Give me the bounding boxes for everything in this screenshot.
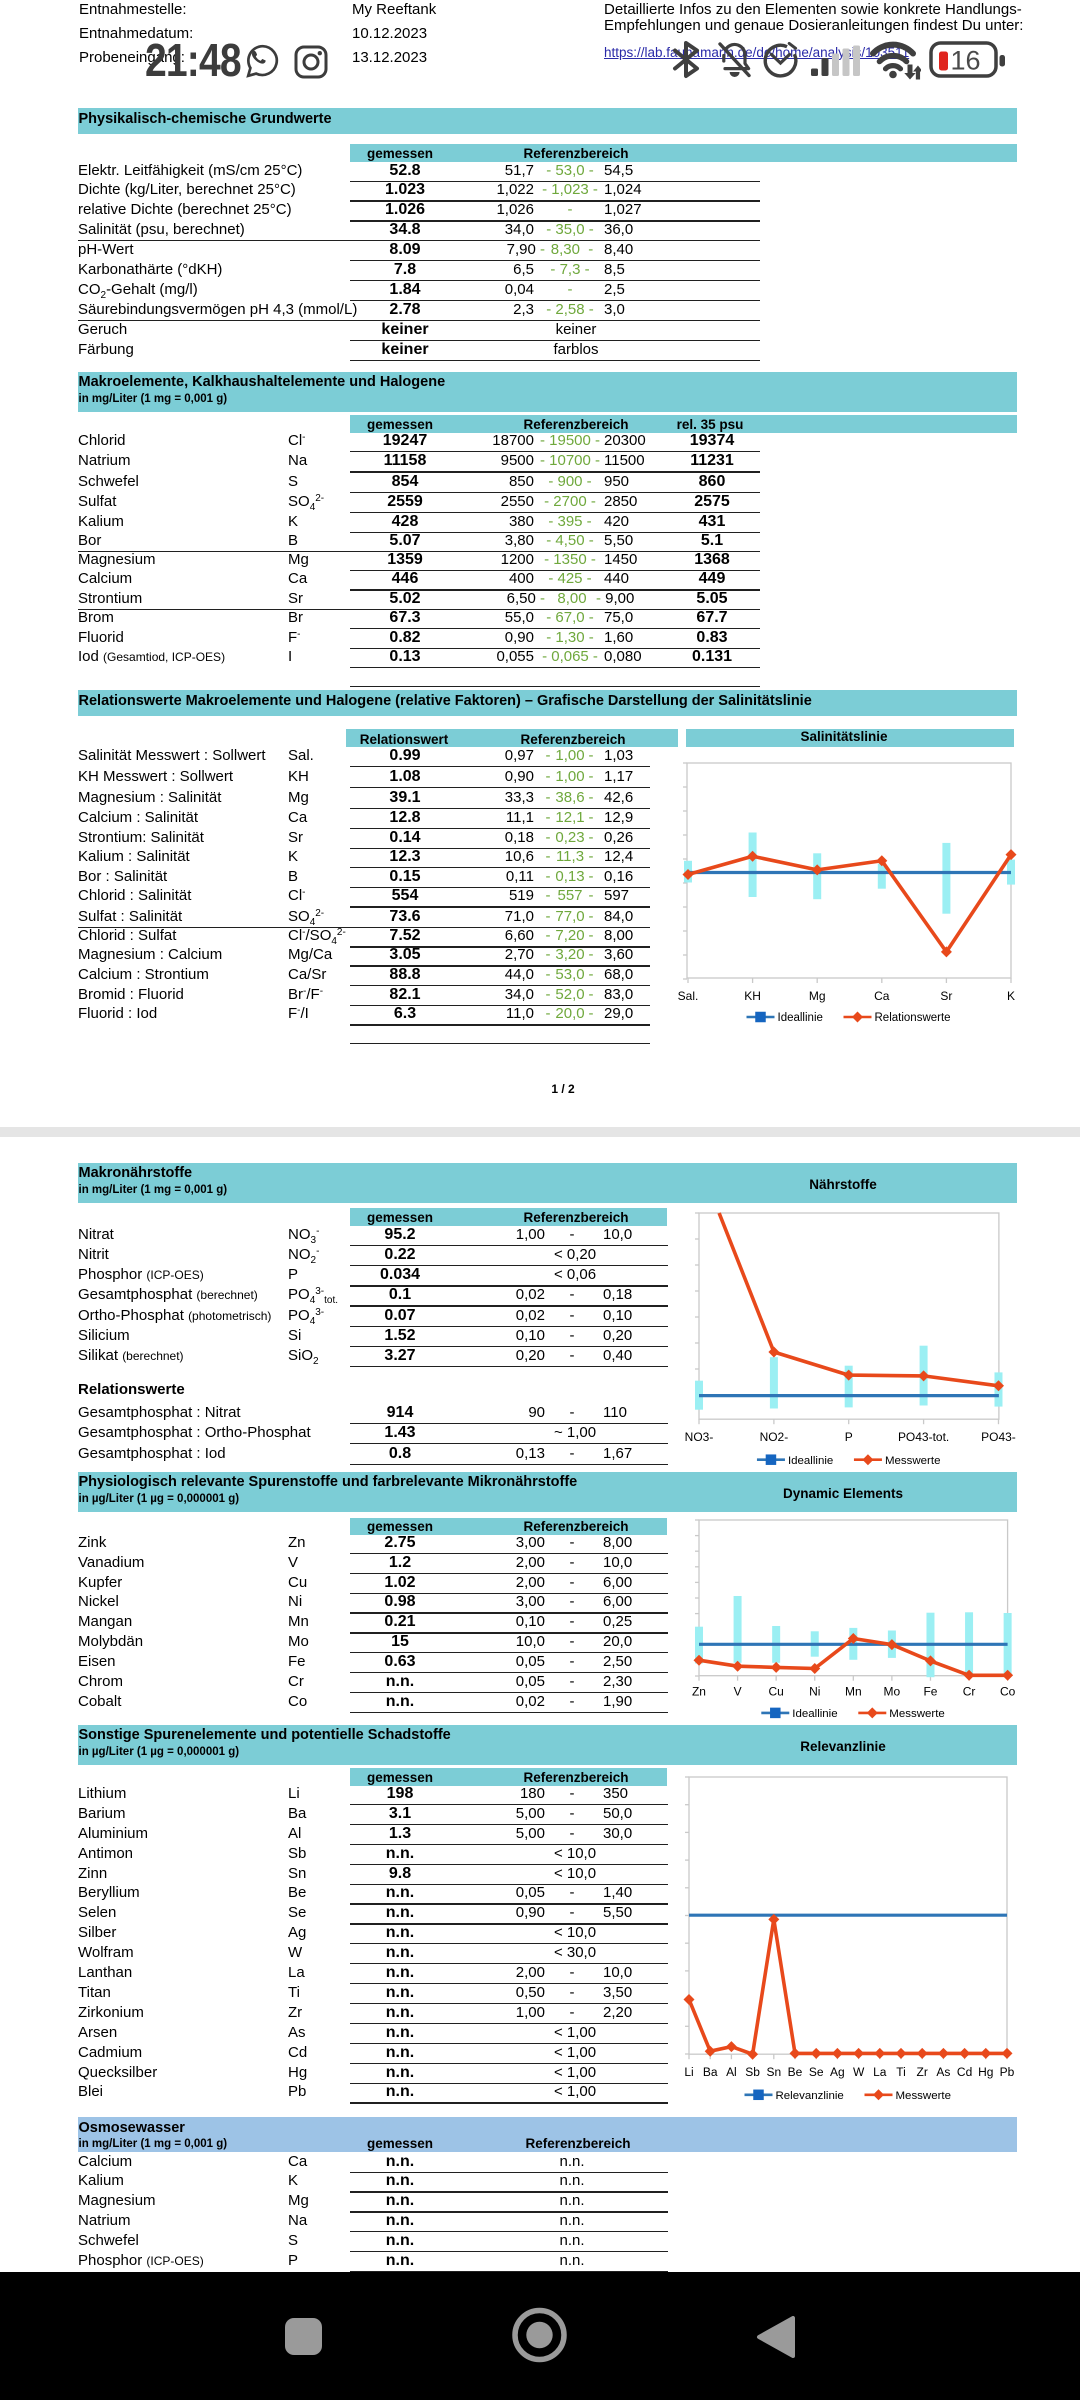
svg-text:Mg: Mg [809,989,826,1003]
svg-text:Messwerte: Messwerte [889,1708,945,1720]
svg-text:Li: Li [684,2065,693,2079]
svg-text:Messwerte: Messwerte [895,2090,951,2102]
svg-text:Mo: Mo [883,1684,900,1698]
svg-text:Cd: Cd [957,2065,972,2079]
svg-text:Ideallinie: Ideallinie [778,1012,823,1024]
svg-text:NO3-: NO3- [684,1430,713,1444]
svg-text:Zn: Zn [692,1684,706,1698]
svg-text:Ca: Ca [874,989,890,1003]
svg-text:Ni: Ni [809,1684,820,1698]
svg-text:Hg: Hg [978,2065,993,2079]
svg-text:P: P [844,1430,852,1444]
svg-text:PO43-: PO43- [981,1430,1016,1444]
svg-text:Al: Al [726,2065,737,2079]
svg-text:Sb: Sb [745,2065,760,2079]
svg-text:Co: Co [999,1684,1015,1698]
svg-text:Sn: Sn [766,2065,781,2079]
svg-text:Sr: Sr [940,989,952,1003]
svg-text:Fe: Fe [923,1684,937,1698]
svg-text:Ba: Ba [703,2065,718,2079]
svg-text:KH: KH [744,989,761,1003]
svg-text:Zr: Zr [917,2065,928,2079]
svg-text:Be: Be [788,2065,803,2079]
svg-text:PO43-tot.: PO43-tot. [897,1430,948,1444]
svg-text:Sal.: Sal. [678,989,699,1003]
svg-text:Ag: Ag [830,2065,845,2079]
svg-text:Pb: Pb [1000,2065,1015,2079]
svg-text:As: As [936,2065,950,2079]
svg-text:W: W [853,2065,865,2079]
svg-text:16: 16 [951,46,981,76]
svg-text:K: K [1007,989,1015,1003]
svg-text:Se: Se [809,2065,824,2079]
svg-text:Ideallinie: Ideallinie [787,1455,832,1467]
svg-text:Relevanzlinie: Relevanzlinie [776,2090,844,2102]
svg-text:Mn: Mn [844,1684,861,1698]
svg-text:NO2-: NO2- [759,1430,788,1444]
svg-text:Ti: Ti [896,2065,906,2079]
svg-text:Cu: Cu [768,1684,783,1698]
svg-text:Messwerte: Messwerte [884,1455,940,1467]
svg-text:Cr: Cr [962,1684,975,1698]
svg-text:Relationswerte: Relationswerte [875,1012,951,1024]
svg-text:Ideallinie: Ideallinie [792,1708,837,1720]
svg-text:La: La [873,2065,887,2079]
svg-text:V: V [733,1684,741,1698]
